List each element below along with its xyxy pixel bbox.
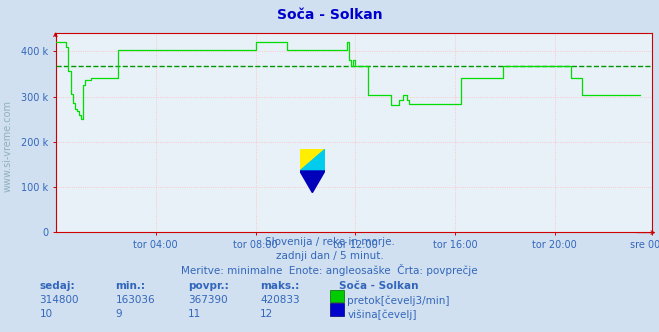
Text: pretok[čevelj3/min]: pretok[čevelj3/min] bbox=[347, 295, 450, 306]
Text: 9: 9 bbox=[115, 309, 122, 319]
Text: 12: 12 bbox=[260, 309, 273, 319]
Text: povpr.:: povpr.: bbox=[188, 281, 229, 290]
Polygon shape bbox=[300, 149, 325, 171]
Text: zadnji dan / 5 minut.: zadnji dan / 5 minut. bbox=[275, 251, 384, 261]
Text: Slovenija / reke in morje.: Slovenija / reke in morje. bbox=[264, 237, 395, 247]
Text: 11: 11 bbox=[188, 309, 201, 319]
Text: 314800: 314800 bbox=[40, 295, 79, 305]
Text: višina[čevelj]: višina[čevelj] bbox=[347, 309, 416, 320]
Text: maks.:: maks.: bbox=[260, 281, 300, 290]
Text: 367390: 367390 bbox=[188, 295, 227, 305]
Text: 420833: 420833 bbox=[260, 295, 300, 305]
Text: 163036: 163036 bbox=[115, 295, 155, 305]
Text: sedaj:: sedaj: bbox=[40, 281, 75, 290]
Text: 10: 10 bbox=[40, 309, 53, 319]
Text: min.:: min.: bbox=[115, 281, 146, 290]
Polygon shape bbox=[300, 171, 325, 193]
Text: Soča - Solkan: Soča - Solkan bbox=[339, 281, 419, 290]
Text: www.si-vreme.com: www.si-vreme.com bbox=[3, 100, 13, 192]
Text: Soča - Solkan: Soča - Solkan bbox=[277, 8, 382, 22]
Text: Meritve: minimalne  Enote: angleosaške  Črta: povprečje: Meritve: minimalne Enote: angleosaške Čr… bbox=[181, 264, 478, 276]
Polygon shape bbox=[300, 149, 325, 171]
